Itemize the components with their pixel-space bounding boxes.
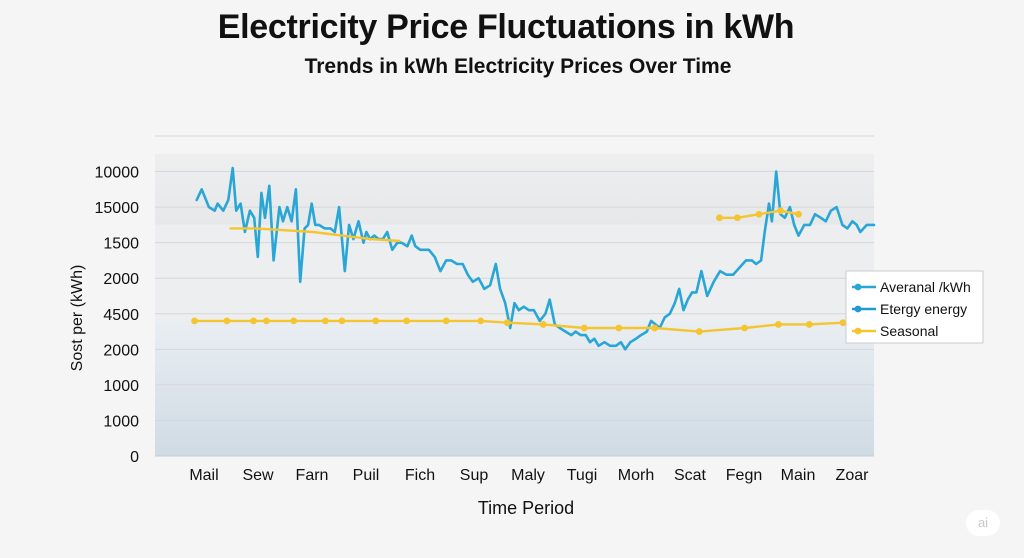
chart-title: Electricity Price Fluctuations in kWh	[217, 8, 795, 46]
x-tick-label: Fegn	[726, 467, 762, 484]
x-tick-label: Zoar	[836, 467, 870, 484]
data-point	[322, 317, 329, 325]
x-tick-label: Maly	[511, 467, 545, 484]
data-point	[403, 317, 411, 325]
legend-label: Etergy energy	[880, 301, 967, 317]
y-tick-label: 0	[130, 449, 139, 466]
x-tick-label: Sup	[460, 467, 489, 484]
data-point	[539, 321, 547, 328]
y-tick-label: 15000	[95, 200, 140, 217]
series-line	[229, 227, 401, 243]
legend-label: Seasonal	[880, 323, 938, 339]
legend-marker	[854, 305, 862, 313]
y-axis-label: Sost per (kWh)	[69, 265, 86, 372]
plot-upper-band	[155, 153, 874, 225]
data-point	[503, 319, 511, 327]
y-tick-label: 1500	[103, 236, 139, 253]
y-tick-label: 1000	[103, 413, 139, 430]
data-point	[442, 317, 450, 325]
x-tick-label: Mail	[189, 467, 218, 484]
chart-subtitle: Trends in kWh Electricity Prices Over Ti…	[304, 55, 732, 78]
data-point	[290, 317, 298, 325]
plot-lower-band	[155, 320, 874, 456]
data-point	[755, 210, 763, 218]
watermark-badge: ai	[966, 510, 1000, 536]
data-point	[839, 319, 847, 327]
data-point	[250, 317, 257, 325]
data-point	[777, 207, 784, 215]
y-tick-label: 10000	[95, 165, 140, 182]
x-tick-label: Fich	[405, 467, 435, 484]
data-point	[733, 214, 741, 222]
data-point	[477, 317, 485, 325]
data-point	[774, 321, 782, 328]
legend-marker	[854, 327, 862, 335]
data-point	[580, 324, 588, 332]
data-point	[263, 317, 270, 325]
data-point	[338, 317, 346, 325]
x-tick-label: Puil	[353, 467, 380, 484]
legend-label: Averanal /kWh	[880, 279, 971, 295]
data-point	[805, 321, 813, 328]
x-tick-label: Tugi	[567, 467, 598, 484]
x-axis-label: Time Period	[478, 498, 574, 518]
y-tick-label: 4500	[103, 307, 139, 324]
data-point	[741, 324, 748, 332]
x-tick-label: Main	[781, 467, 816, 484]
data-point	[716, 214, 723, 222]
x-tick-label: Farn	[296, 467, 329, 484]
x-tick-label: Morh	[618, 467, 654, 484]
data-point	[223, 317, 231, 325]
x-tick-label: Sew	[242, 467, 274, 484]
y-tick-label: 1000	[103, 378, 139, 395]
y-tick-label: 2000	[103, 271, 139, 288]
data-point	[372, 317, 380, 325]
series-line	[195, 166, 876, 351]
legend-marker	[854, 283, 862, 291]
data-point	[651, 324, 659, 332]
x-tick-label: Scat	[674, 467, 707, 484]
data-point	[191, 317, 198, 325]
data-point	[615, 324, 623, 332]
data-point	[695, 328, 703, 335]
series-line	[193, 316, 876, 333]
y-tick-label: 2000	[103, 342, 139, 359]
data-point	[795, 210, 802, 218]
